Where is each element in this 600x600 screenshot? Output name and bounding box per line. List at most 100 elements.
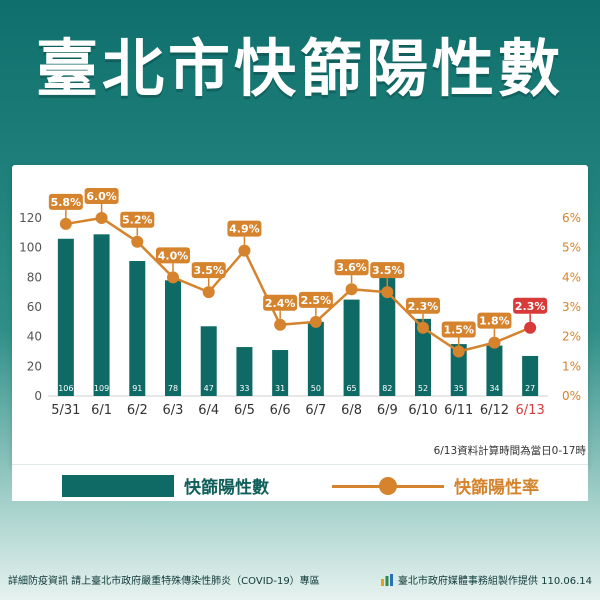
rate-point bbox=[452, 345, 465, 358]
rate-label-box bbox=[298, 291, 333, 308]
bar bbox=[129, 261, 146, 396]
y-right-tick-label: 1% bbox=[562, 359, 581, 373]
y-left-tick-label: 100 bbox=[19, 241, 42, 255]
chart-card: 0 20 40 60 80 100 120 0% 1% 2% 3% 4% 5% 6% 106 109 91 78 4… bbox=[12, 165, 588, 467]
bar bbox=[343, 299, 360, 396]
bar-value-label: 65 bbox=[346, 384, 356, 393]
combo-chart: 0 20 40 60 80 100 120 0% 1% 2% 3% 4% 5% 6% 106 109 91 78 4… bbox=[19, 188, 581, 418]
bar-value-label: 106 bbox=[58, 384, 73, 393]
bar bbox=[415, 318, 431, 396]
bar bbox=[165, 280, 181, 396]
legend-bar-label: 快篩陽性數 bbox=[184, 478, 269, 498]
bar-value-label: 34 bbox=[489, 384, 499, 393]
rate-value-label: 3.6% bbox=[336, 261, 367, 274]
bar-value-label: 33 bbox=[239, 384, 249, 393]
bar-value-label: 78 bbox=[168, 384, 178, 393]
data-note: 6/13資料計算時間為當日0-17時 bbox=[433, 445, 586, 457]
rate-value-label: 1.8% bbox=[479, 315, 510, 328]
rate-label-box bbox=[441, 321, 476, 338]
x-tick-label: 6/3 bbox=[163, 403, 184, 418]
y-right-tick-label: 3% bbox=[562, 300, 581, 314]
rate-value-label: 2.5% bbox=[301, 294, 332, 307]
bar-value-label: 47 bbox=[204, 384, 214, 393]
x-tick-label: 6/5 bbox=[234, 403, 255, 418]
rate-label-box bbox=[227, 220, 262, 237]
bar-value-label: 31 bbox=[275, 384, 285, 393]
y-left-tick-label: 40 bbox=[27, 330, 42, 344]
rate-value-label: 1.5% bbox=[443, 324, 474, 337]
rate-line bbox=[65, 216, 531, 353]
bar-value-label: 91 bbox=[132, 384, 142, 393]
y-left-tick-label: 60 bbox=[27, 300, 42, 314]
bar-value-label: 109 bbox=[94, 384, 109, 393]
footer-credit: 臺北市政府媒體事務組製作提供 110.06.14 bbox=[380, 572, 592, 587]
rate-value-label: 3.5% bbox=[193, 264, 224, 277]
bar bbox=[307, 321, 324, 396]
bar-value-label: 52 bbox=[418, 384, 428, 393]
x-tick-label: 6/12 bbox=[480, 403, 509, 418]
y-right-tick-label: 4% bbox=[562, 270, 581, 284]
rate-point bbox=[345, 283, 358, 296]
bar bbox=[93, 234, 110, 396]
rate-label-box bbox=[406, 297, 440, 314]
x-tick-label: 6/8 bbox=[341, 403, 362, 418]
rate-point bbox=[309, 315, 322, 328]
bar bbox=[450, 344, 467, 396]
rate-point bbox=[417, 321, 429, 334]
y-left-tick-label: 80 bbox=[27, 270, 42, 284]
bar bbox=[57, 238, 74, 396]
bar-value-label: 82 bbox=[382, 384, 392, 393]
bar-value-label: 50 bbox=[311, 384, 321, 393]
rate-point bbox=[95, 212, 108, 224]
bar bbox=[379, 274, 396, 396]
rate-label-box bbox=[477, 312, 512, 329]
rate-label-box bbox=[120, 211, 155, 228]
rate-point bbox=[274, 318, 287, 331]
bar-value-label: 35 bbox=[454, 384, 464, 393]
rate-value-label: 2.3% bbox=[408, 300, 439, 313]
rate-value-label: 5.2% bbox=[122, 214, 153, 227]
bar-value-label: 27 bbox=[525, 384, 535, 393]
x-tick-label: 6/1 bbox=[91, 403, 112, 418]
rate-value-label: 2.3% bbox=[515, 300, 546, 313]
y-left-tick-label: 20 bbox=[27, 359, 42, 373]
page-title: 臺北市快篩陽性數 bbox=[35, 32, 564, 105]
rate-label-box bbox=[84, 188, 119, 204]
rate-point bbox=[167, 271, 179, 284]
y-right-tick-label: 6% bbox=[562, 211, 581, 225]
rate-point bbox=[524, 321, 537, 334]
footer: 詳細防疫資訊 請上臺北市政府嚴重特殊傳染性肺炎（COVID-19）專區 臺北市政… bbox=[8, 572, 592, 587]
y-right-tick-label: 5% bbox=[562, 241, 581, 255]
bar bbox=[236, 347, 253, 396]
rate-value-label: 5.8% bbox=[51, 196, 82, 209]
legend-bar-swatch bbox=[62, 475, 174, 497]
rate-label-box bbox=[48, 193, 83, 210]
rate-value-label: 4.0% bbox=[158, 249, 189, 262]
x-tick-label: 6/11 bbox=[444, 403, 473, 418]
rate-point bbox=[238, 244, 251, 257]
y-right-tick-label: 0% bbox=[562, 389, 581, 403]
x-tick-label: 6/13 bbox=[516, 403, 545, 418]
x-tick-label: 6/7 bbox=[305, 403, 326, 418]
bar bbox=[272, 350, 289, 396]
legend-line-label: 快篩陽性率 bbox=[454, 478, 539, 498]
rate-point bbox=[488, 336, 501, 349]
rate-label-box bbox=[191, 262, 226, 279]
x-tick-label: 6/9 bbox=[377, 403, 398, 418]
taipei-logo-icon bbox=[380, 573, 393, 586]
rate-label-box bbox=[263, 294, 298, 311]
rate-label-box bbox=[156, 247, 190, 264]
footer-credit-text: 臺北市政府媒體事務組製作提供 110.06.14 bbox=[397, 576, 592, 587]
rate-point bbox=[202, 286, 215, 299]
legend: 快篩陽性數 快篩陽性率 bbox=[12, 464, 588, 501]
rate-value-label: 2.4% bbox=[265, 297, 296, 310]
rate-value-label: 6.0% bbox=[86, 190, 117, 203]
y-left-tick-label: 120 bbox=[19, 211, 42, 225]
footer-info-text: 詳細防疫資訊 請上臺北市政府嚴重特殊傳染性肺炎（COVID-19）專區 bbox=[8, 576, 320, 587]
y-right-tick-label: 2% bbox=[562, 330, 581, 344]
rate-label-box bbox=[334, 259, 369, 276]
rate-value-label: 3.5% bbox=[372, 264, 403, 277]
x-tick-label: 6/4 bbox=[198, 403, 219, 418]
rate-point bbox=[381, 286, 394, 299]
rate-point bbox=[59, 217, 72, 230]
